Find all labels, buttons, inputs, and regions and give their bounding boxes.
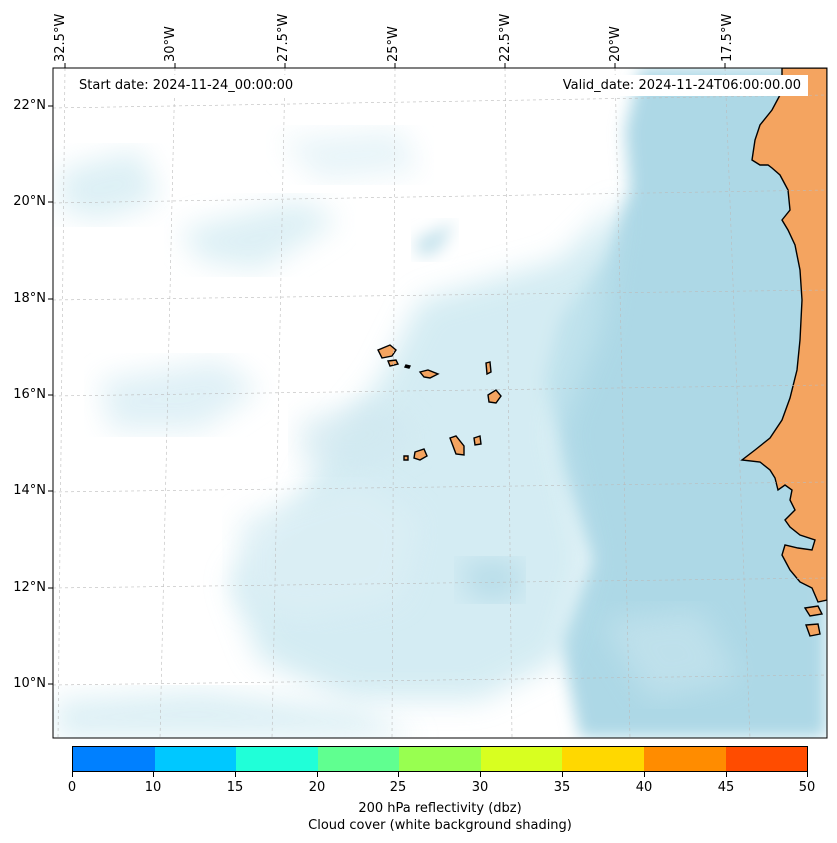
- lat-label: 22°N: [13, 98, 46, 113]
- lon-label: 22.5°W: [498, 13, 513, 62]
- valid-date-label: Valid_date: 2024-11-24T06:00:00.00: [555, 75, 808, 96]
- colorbar-tick: [644, 772, 645, 777]
- lon-label: 20°W: [608, 26, 623, 62]
- island-sao-vicente: [387, 359, 400, 367]
- lat-label: 20°N: [13, 194, 46, 209]
- island-santo-antao: [377, 344, 397, 359]
- lat-label: 10°N: [13, 676, 46, 691]
- colorbar-tick-label: 20: [308, 780, 326, 795]
- colorbar-tick-label: 50: [798, 780, 816, 795]
- colorbar-tick-label: 10: [144, 780, 162, 795]
- colorbar-tick-label: 45: [717, 780, 735, 795]
- island-brava: [403, 455, 409, 461]
- island-santiago: [449, 435, 465, 456]
- lon-label: 27.5°W: [276, 13, 291, 62]
- lon-ticks: [64, 63, 726, 68]
- colorbar-tick: [480, 772, 481, 777]
- island-sao-nicolau: [418, 369, 440, 379]
- colorbar-tick-label: 35: [553, 780, 571, 795]
- colorbar-segment: [317, 747, 400, 771]
- colorbar-segment: [725, 747, 808, 771]
- colorbar-tick-label: 25: [389, 780, 407, 795]
- lat-ticks: [48, 105, 53, 685]
- colorbar: [72, 746, 808, 772]
- africa-coastline: [740, 68, 827, 603]
- colorbar-tick: [726, 772, 727, 777]
- lat-label: 12°N: [13, 580, 46, 595]
- island-sal: [485, 361, 492, 376]
- colorbar-segment: [399, 747, 481, 771]
- island-fogo: [413, 448, 428, 461]
- colorbar-tick: [72, 772, 73, 777]
- colorbar-segment: [236, 747, 318, 771]
- colorbar-tick-label: 40: [635, 780, 653, 795]
- land-layer: [377, 68, 827, 637]
- lon-label: 30°W: [163, 26, 178, 62]
- colorbar-subtitle: Cloud cover (white background shading): [308, 818, 572, 833]
- colorbar-tick-label: 0: [67, 780, 77, 795]
- lat-label: 16°N: [13, 387, 46, 402]
- colorbar-title: 200 hPa reflectivity (dbz): [358, 801, 522, 816]
- colorbar-segment: [562, 747, 644, 771]
- lon-label: 25°W: [386, 26, 401, 62]
- lon-label: 32.5°W: [53, 13, 68, 62]
- colorbar-segment: [643, 747, 726, 771]
- cloud-cover-layer: [55, 68, 827, 738]
- island-boa-vista: [487, 389, 502, 404]
- colorbar-tick-label: 15: [226, 780, 244, 795]
- colorbar-tick: [317, 772, 318, 777]
- colorbar-tick: [235, 772, 236, 777]
- map-frame: [52, 67, 828, 739]
- colorbar-tick: [562, 772, 563, 777]
- colorbar-tick: [153, 772, 154, 777]
- lat-label: 14°N: [13, 483, 46, 498]
- colorbar-segment: [154, 747, 237, 771]
- island-maio: [473, 435, 482, 446]
- lon-label: 17.5°W: [720, 13, 735, 62]
- colorbar-segment: [480, 747, 563, 771]
- start-date-label: Start date: 2024-11-24_00:00:00: [72, 75, 301, 96]
- colorbar-tick: [807, 772, 808, 777]
- colorbar-tick: [398, 772, 399, 777]
- lat-label: 18°N: [13, 291, 46, 306]
- colorbar-segment: [73, 747, 155, 771]
- colorbar-tick-label: 30: [471, 780, 489, 795]
- graticule: [53, 68, 827, 738]
